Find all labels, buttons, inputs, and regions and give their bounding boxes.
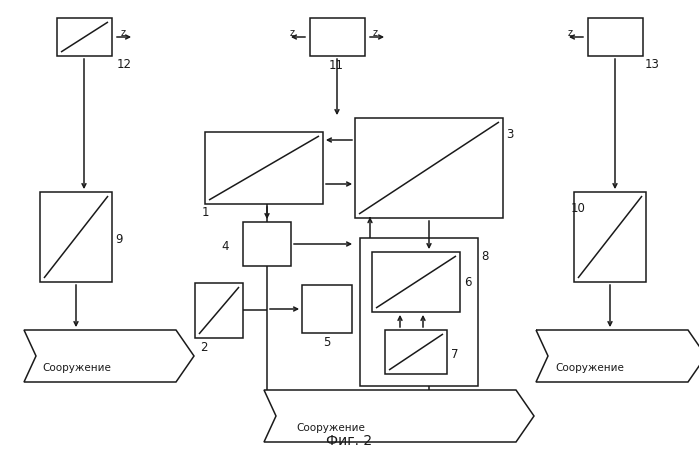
Text: 1: 1: [202, 206, 210, 219]
Text: z: z: [290, 28, 295, 38]
Text: 12: 12: [117, 58, 132, 71]
Bar: [243, 222, 291, 266]
Bar: [205, 132, 323, 204]
Text: Сооружение: Сооружение: [42, 363, 111, 373]
Text: Сооружение: Сооружение: [296, 423, 365, 433]
Text: 2: 2: [200, 341, 208, 354]
Text: 5: 5: [323, 336, 331, 349]
Bar: [302, 285, 352, 333]
Bar: [574, 192, 646, 282]
Bar: [385, 330, 447, 374]
Text: Сооружение: Сооружение: [555, 363, 624, 373]
Bar: [310, 18, 365, 56]
Text: 11: 11: [329, 59, 344, 72]
Text: 3: 3: [506, 128, 513, 141]
Text: 4: 4: [221, 240, 229, 253]
Text: 6: 6: [464, 276, 472, 289]
Bar: [195, 283, 243, 338]
Bar: [360, 238, 478, 386]
Bar: [57, 18, 112, 56]
Text: z: z: [568, 28, 573, 38]
Text: 10: 10: [571, 202, 586, 215]
Text: 13: 13: [645, 58, 660, 71]
Text: 8: 8: [481, 250, 489, 263]
Bar: [372, 252, 460, 312]
Text: z: z: [373, 28, 378, 38]
Text: 9: 9: [115, 233, 122, 246]
Bar: [588, 18, 643, 56]
Bar: [40, 192, 112, 282]
Text: 7: 7: [451, 348, 459, 361]
Bar: [355, 118, 503, 218]
Text: z: z: [121, 28, 126, 38]
Text: Фиг. 2: Фиг. 2: [326, 434, 372, 448]
